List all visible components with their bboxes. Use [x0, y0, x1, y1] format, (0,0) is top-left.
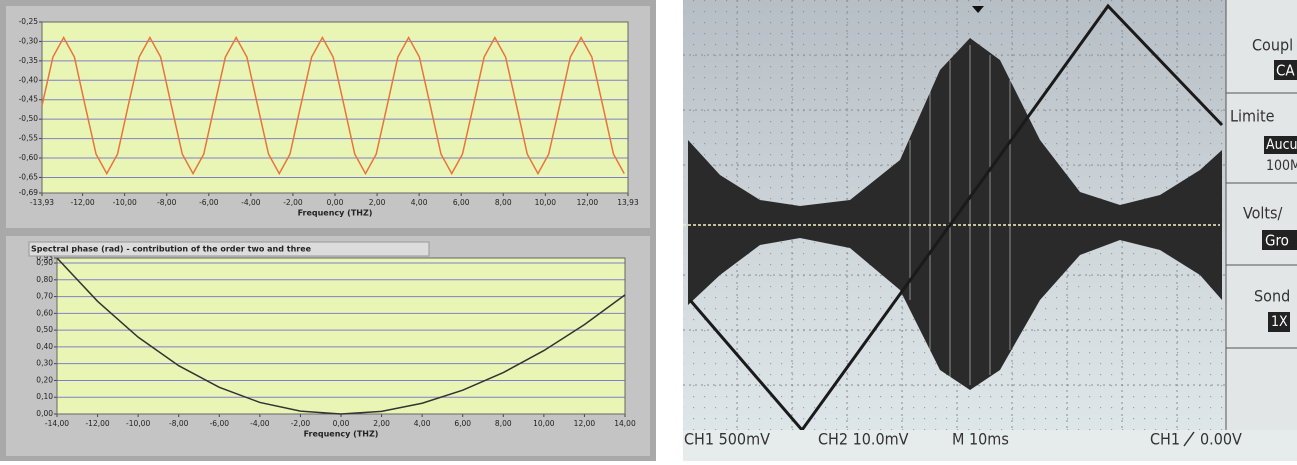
plot-border	[41, 21, 629, 194]
menu-label: Sond	[1254, 287, 1290, 306]
y-tick-label: -0,40	[19, 75, 39, 84]
bottom-chart: 0,00 0,10 0,20 0,30 0,40 0,50 0,60 0,70 0,80 0,90…	[28, 241, 636, 439]
menu-value: 100M	[1266, 158, 1297, 174]
menu-label: Coupl	[1252, 36, 1293, 55]
signal-stripes	[909, 45, 1011, 385]
data-line	[56, 257, 626, 415]
triangle-wave	[688, 3, 1224, 433]
trigger-marker	[972, 6, 984, 13]
y-tick-label: -0,35	[19, 56, 39, 65]
title-box	[28, 241, 430, 257]
x-axis-label: Frequency (THZ)	[304, 430, 379, 439]
x-tick-label: 2,00	[369, 198, 386, 207]
y-tick-label: 0,60	[36, 308, 53, 317]
x-tick-label: 8,00	[495, 198, 512, 207]
x-tick-label: 4,00	[411, 198, 428, 207]
trigger-slope	[1183, 431, 1195, 447]
menu-value: Gro	[1265, 232, 1289, 250]
menu-label: Limite	[1230, 107, 1275, 126]
status-text: CH1	[1150, 430, 1180, 449]
x-tick-label: -2,00	[291, 419, 311, 428]
data-line	[41, 35, 625, 176]
y-tick-label: 0,00	[36, 409, 53, 418]
y-tick-label: -0,25	[19, 17, 39, 26]
signal-burst	[688, 38, 1222, 390]
y-tick-label: -0,60	[19, 153, 39, 162]
x-tick-label: -12,00	[71, 198, 95, 207]
x-axis-label: Frequency (THZ)	[298, 209, 373, 218]
top-chart: -0,25 -0,30 -0,35 -0,40 -0,45 -0,50 -0,55 -0,60…	[19, 17, 639, 218]
x-tick-label: 2,00	[373, 419, 390, 428]
status-text: 0.00V	[1200, 430, 1242, 449]
x-tick-label: -10,00	[113, 198, 137, 207]
x-tick-label: 0,00	[327, 198, 344, 207]
menu-value: Aucu	[1266, 137, 1297, 153]
y-tick-label: -0,45	[19, 95, 39, 104]
menu-value-box	[1268, 312, 1290, 332]
x-tick-label: 10,00	[535, 198, 557, 207]
y-tick-label: -0,30	[19, 36, 39, 45]
chart-title: Spectral phase (rad) - contribution of t…	[31, 245, 312, 254]
menu-label: Volts/	[1243, 204, 1283, 223]
x-tick-label: 14,00	[614, 419, 636, 428]
x-tick-label: 0,00	[333, 419, 350, 428]
x-tick-label: -14,00	[45, 419, 69, 428]
status-bar	[683, 430, 1297, 461]
x-tick-label: 10,00	[533, 419, 555, 428]
x-tick-label: -6,00	[210, 419, 230, 428]
status-text: CH1 500mV	[684, 430, 770, 449]
menu-value: CA	[1276, 62, 1295, 80]
x-tick-label: 12,00	[574, 419, 596, 428]
x-tick-label: -4,00	[241, 198, 261, 207]
x-tick-label: -8,00	[157, 198, 177, 207]
x-tick-label: 13,93	[617, 198, 639, 207]
x-tick-label: 6,00	[454, 419, 471, 428]
menu-value-box	[1274, 60, 1297, 80]
plot-area	[57, 258, 625, 414]
y-tick-label: 0,80	[36, 275, 53, 284]
oscilloscope-photo: Coupl CA Limite Aucu 100M Volts/ Gro Son…	[683, 0, 1297, 461]
y-tick-label: 0,70	[36, 292, 53, 301]
y-tick-label: -0,50	[19, 114, 39, 123]
y-tick-label: -0,65	[19, 172, 39, 181]
menu-value-box	[1262, 230, 1297, 250]
x-tick-label: -8,00	[169, 419, 189, 428]
x-tick-label: -10,00	[126, 419, 150, 428]
x-tick-label: -6,00	[199, 198, 219, 207]
x-tick-label: -12,00	[85, 419, 109, 428]
x-tick-label: -13,93	[30, 198, 54, 207]
y-tick-label: 0,40	[36, 342, 53, 351]
y-tick-label: -0,69	[19, 188, 39, 197]
plot-area	[42, 22, 628, 193]
x-tick-label: 12,00	[577, 198, 599, 207]
menu-value: 1X	[1271, 314, 1288, 330]
status-text: M 10ms	[952, 430, 1009, 449]
x-tick-label: 6,00	[453, 198, 470, 207]
y-tick-label: 0,50	[36, 325, 53, 334]
x-tick-label: 4,00	[414, 419, 431, 428]
x-tick-label: -2,00	[283, 198, 303, 207]
menu-separators	[1225, 0, 1297, 430]
y-tick-label: 0,90	[36, 258, 53, 267]
x-tick-label: -4,00	[250, 419, 270, 428]
x-tick-label: 8,00	[495, 419, 512, 428]
menu-value-box	[1264, 136, 1297, 154]
y-tick-label: -0,55	[19, 134, 39, 143]
y-tick-label: 0,93	[36, 253, 53, 262]
status-text: CH2 10.0mV	[818, 430, 909, 449]
y-tick-label: 0,10	[36, 392, 53, 401]
y-tick-label: 0,30	[36, 359, 53, 368]
y-tick-label: 0,20	[36, 375, 53, 384]
